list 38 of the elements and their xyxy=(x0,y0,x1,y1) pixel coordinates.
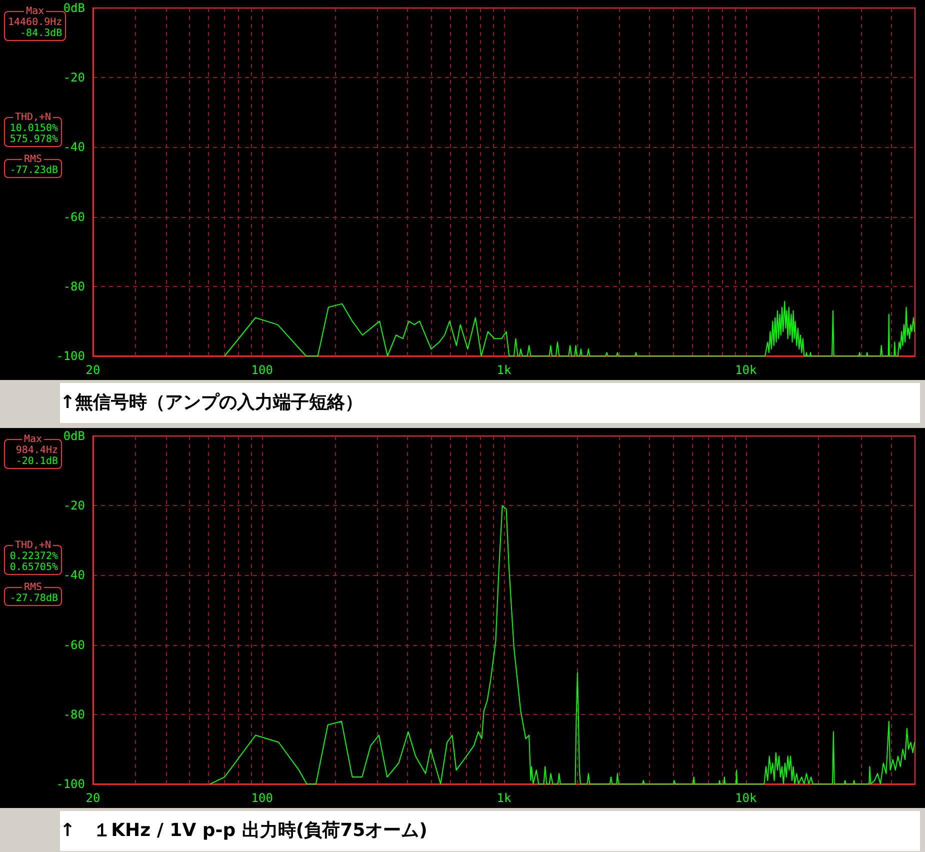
y-tick-label: -40 xyxy=(63,568,85,582)
x-tick-label: 20 xyxy=(86,363,100,377)
y-tick-label: -60 xyxy=(63,638,85,652)
x-tick-label: 100 xyxy=(251,791,273,805)
x-tick-label: 10k xyxy=(735,363,758,377)
y-tick-label: -80 xyxy=(63,279,85,294)
x-tick-label: 1k xyxy=(496,791,512,805)
text: -20.1dB xyxy=(14,456,58,467)
y-tick-label: -20 xyxy=(63,498,85,513)
text: 575.978% xyxy=(8,134,58,145)
text: 0.65705% xyxy=(8,562,58,573)
y-tick-label: -40 xyxy=(63,140,85,154)
text: THD,+N xyxy=(14,112,52,123)
text: ↑ １KHz / 1V p-p 出力時(負荷75オーム) xyxy=(60,811,920,851)
text: Max xyxy=(22,434,44,445)
text: -84.3dB xyxy=(19,28,62,39)
y-tick-label: -100 xyxy=(56,777,85,791)
text: RMS xyxy=(22,582,44,593)
x-tick-label: 20 xyxy=(86,791,100,805)
text: 984.4Hz xyxy=(14,445,58,456)
text: 0.22372% xyxy=(8,551,58,562)
y-tick-label: 0dB xyxy=(63,429,85,443)
y-tick-label: -100 xyxy=(56,349,85,363)
text: ↑無信号時（アンプの入力端子短絡） xyxy=(60,383,920,423)
text: RMS xyxy=(22,154,44,165)
y-tick-label: 0dB xyxy=(63,1,85,15)
text: -27.78dB xyxy=(8,593,58,604)
x-tick-label: 10k xyxy=(735,791,758,805)
text: 10.0150% xyxy=(8,123,58,134)
text: -77.23dB xyxy=(8,165,58,176)
y-tick-label: -60 xyxy=(63,210,85,224)
text: 14460.9Hz xyxy=(8,17,62,28)
x-tick-label: 100 xyxy=(251,363,273,377)
text: Max xyxy=(25,6,46,17)
y-tick-label: -20 xyxy=(63,70,85,85)
y-tick-label: -80 xyxy=(63,707,85,722)
text: THD,+N xyxy=(14,540,52,551)
x-tick-label: 1k xyxy=(496,363,512,377)
